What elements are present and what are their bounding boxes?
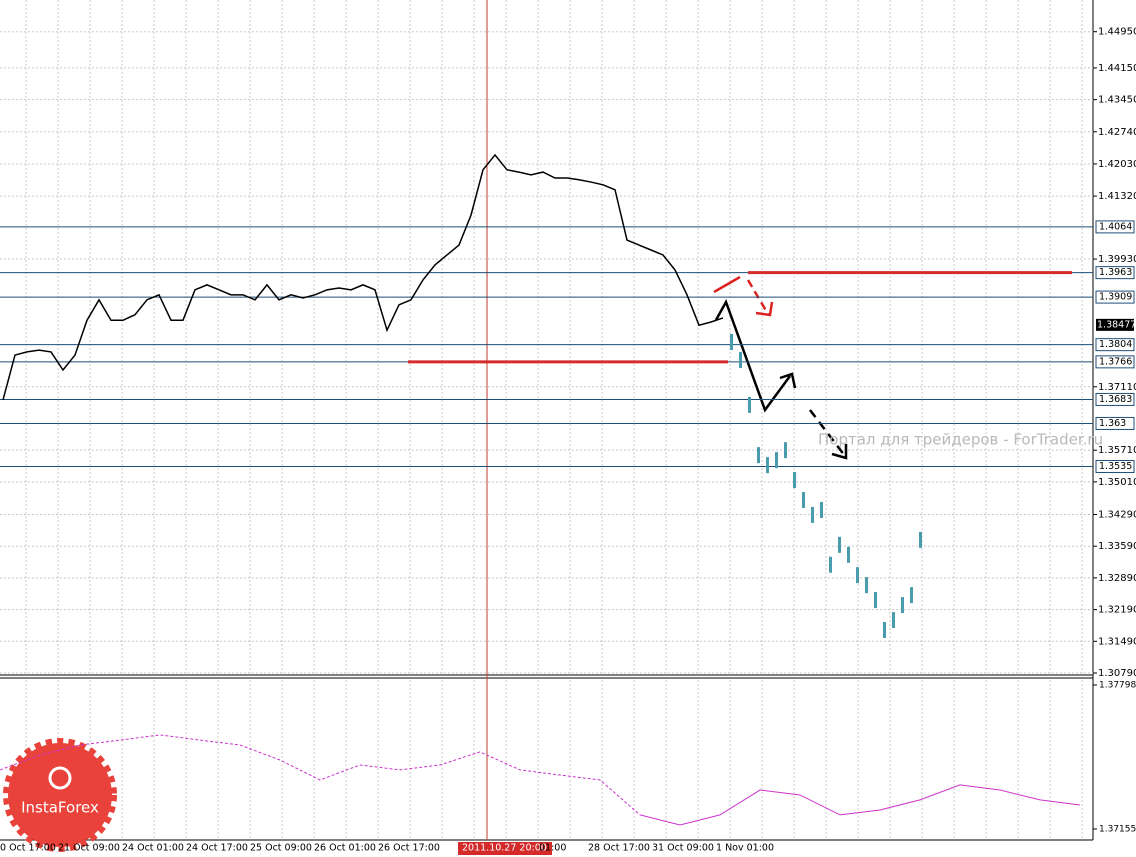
x-tick-label: 1 Nov 01:00 [716,843,774,854]
x-tick-label: 24 Oct 17:00 [186,843,248,854]
forecast-bar [775,452,778,469]
level-label: 1.3963 [1099,267,1132,278]
y-tick-label: 1.42740 [1098,127,1136,138]
forecast-bar [757,447,760,464]
forecast-bar [865,577,868,594]
indicator-line [0,734,641,816]
forecast-bar [883,621,886,638]
arrow-head [779,372,797,389]
y-tick-label: 1.39930 [1098,254,1136,265]
forecast-bar [919,531,922,548]
indicator-line [639,784,1081,826]
logo-badge [3,738,117,852]
forecast-bar [874,592,877,609]
level-label-box [1095,220,1135,234]
forecast-bar [838,536,841,553]
level-label-box [1095,392,1135,406]
logo-text: InstaForex [21,799,99,817]
x-tick-label: 26 Oct 17:00 [378,843,440,854]
y-tick-label: 1.44150 [1098,63,1136,74]
forecast-bar [811,506,814,523]
forecast-bar [901,597,904,614]
price-line [2,153,724,401]
y-tick-label: 1.34290 [1098,509,1136,520]
forecast-bar [856,567,859,584]
forecast-bar [910,587,913,604]
current-price-box [1096,318,1134,331]
y-tick-label: 1.32190 [1098,605,1136,616]
current-price-label: 1.38477 [1097,319,1136,330]
level-label: 1.3909 [1099,292,1132,303]
forecast-bar [847,546,850,563]
x-tick-label: 28 Oct 17:00 [588,843,650,854]
y-tick-label: 1.43450 [1098,95,1136,106]
y-tick-label: 1.31490 [1098,636,1136,647]
level-label: 1.3535 [1099,461,1132,472]
watermark: Портал для трейдеров - ForTrader.ru [818,431,1103,449]
y-tick-label: 1.41320 [1098,191,1136,202]
forecast-bar [829,556,832,573]
x-tick-label: 01:00 [539,843,566,854]
level-label-box [1095,355,1135,369]
arrow-head [755,301,774,317]
x-highlight-box [458,842,552,855]
y-tick-label: 1.37155 [1099,825,1136,835]
y-tick-label: 1.42030 [1098,159,1136,170]
level-label: 1.3804 [1099,339,1132,350]
level-label: 1.3683 [1099,394,1132,405]
grid [0,0,1094,841]
y-tick-label: 1.32890 [1098,573,1136,584]
forecast-bar [748,396,751,413]
y-tick-label: 1.33590 [1098,541,1136,552]
forecast-bar [766,457,769,474]
level-label: 1.363 [1099,418,1126,429]
forecast-bar [784,442,787,459]
level-label-box [1095,338,1135,352]
forecast-bar [739,352,742,369]
arrow-head [831,444,848,460]
logo-icon [48,766,72,790]
x-tick-label: 26 Oct 01:00 [314,843,376,854]
level-label-box [1095,416,1135,430]
forecast-bar [802,491,805,508]
x-tick-label: 21 Oct 09:00 [58,843,120,854]
arrow-path [809,409,846,457]
x-tick-label: 31 Oct 09:00 [652,843,714,854]
y-tick-label: 1.35010 [1098,477,1136,488]
y-tick-label: 1.37110 [1098,382,1136,393]
forecast-arrows [713,275,848,460]
forecast-bar [892,612,895,629]
level-label-box [1095,266,1135,280]
level-label: 1.3766 [1099,356,1132,367]
arrow-path [713,275,741,294]
y-tick-label: 1.30790 [1098,668,1136,679]
level-label-box [1095,290,1135,304]
y-tick-label: 1.35710 [1098,445,1136,456]
forecast-bar [730,333,733,350]
logo: InstaForex [3,738,117,852]
forecast-bar [793,472,796,489]
arrow-path [714,298,792,413]
y-tick-label: 1.37798 [1099,681,1136,691]
x-tick-label: 2011.10.27 20:00 [462,843,547,854]
x-tick-label: 0 Oct 17:00 [0,843,56,854]
x-tick-label: 25 Oct 09:00 [250,843,312,854]
level-label: 1.4064 [1099,221,1132,232]
level-label-box [1095,459,1135,473]
forecast-bar [820,501,823,518]
x-tick-label: 24 Oct 01:00 [122,843,184,854]
y-tick-label: 1.44950 [1098,27,1136,38]
